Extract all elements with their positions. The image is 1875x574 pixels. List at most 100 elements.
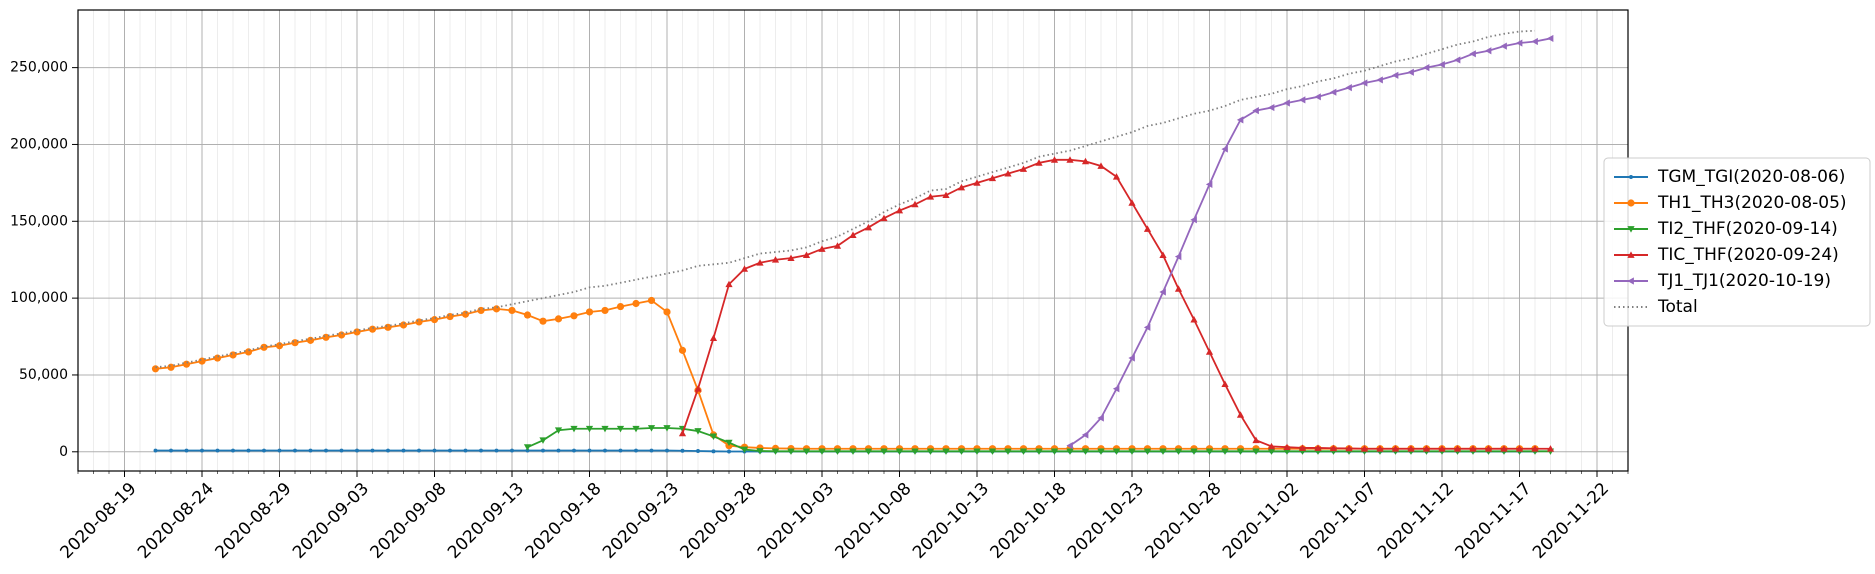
data-point xyxy=(926,448,935,455)
data-point xyxy=(1376,76,1383,84)
data-point xyxy=(1267,103,1275,112)
data-point xyxy=(849,448,857,455)
data-point xyxy=(1066,448,1074,455)
data-point xyxy=(541,448,545,453)
data-point xyxy=(417,448,421,453)
data-point xyxy=(1453,56,1461,64)
data-point xyxy=(895,206,904,214)
data-point xyxy=(1438,445,1446,452)
data-point xyxy=(1190,448,1198,455)
legend-item: Total xyxy=(1614,297,1698,317)
minor-gridlines xyxy=(77,10,1629,474)
data-point xyxy=(523,444,532,451)
legend-label: TIC_THF(2020-09-24) xyxy=(1657,245,1839,265)
data-point xyxy=(1469,50,1476,58)
data-point xyxy=(1252,436,1260,444)
data-point xyxy=(864,448,873,455)
data-point xyxy=(401,448,406,453)
data-point xyxy=(337,331,346,339)
data-point xyxy=(1422,445,1431,452)
data-point xyxy=(1546,34,1554,43)
data-point xyxy=(1221,380,1229,388)
legend-item: TI2_THF(2020-09-14) xyxy=(1614,219,1838,239)
data-point xyxy=(1500,445,1508,452)
data-point xyxy=(587,448,592,453)
data-point xyxy=(603,448,607,453)
data-point xyxy=(1267,448,1276,455)
y-tick-label: 250,000 xyxy=(10,60,68,76)
data-point xyxy=(725,280,733,288)
data-point xyxy=(508,306,516,315)
data-point xyxy=(601,306,609,315)
data-point xyxy=(1159,448,1167,455)
data-point xyxy=(1236,448,1245,455)
data-point xyxy=(1391,71,1399,79)
data-point xyxy=(554,427,563,434)
data-point xyxy=(448,448,452,453)
data-point xyxy=(1627,251,1635,258)
data-point xyxy=(926,193,935,200)
y-tick-label: 200,000 xyxy=(10,136,68,152)
legend-label: Total xyxy=(1657,297,1698,317)
data-point xyxy=(1627,277,1634,285)
data-point xyxy=(1190,216,1197,224)
data-point xyxy=(1159,288,1166,296)
data-point xyxy=(1314,93,1321,101)
data-point xyxy=(849,231,857,239)
data-point xyxy=(1174,448,1183,455)
data-point xyxy=(277,448,282,453)
data-point xyxy=(1128,448,1136,455)
data-point xyxy=(957,448,966,455)
data-point xyxy=(461,310,470,318)
data-point xyxy=(818,245,826,252)
data-point xyxy=(1484,445,1493,452)
data-point xyxy=(911,448,919,455)
data-point xyxy=(601,425,609,433)
data-point xyxy=(1329,444,1338,452)
data-point xyxy=(585,425,594,433)
data-point xyxy=(911,200,919,208)
data-point xyxy=(696,449,700,454)
data-point xyxy=(880,448,888,455)
data-point xyxy=(510,448,514,453)
data-point xyxy=(649,448,654,453)
data-point xyxy=(539,437,547,444)
y-axis: 0 50,000 100,000 150,000 200,000 250,000 xyxy=(10,60,78,460)
data-point xyxy=(1097,448,1105,455)
data-point xyxy=(570,312,578,320)
data-point xyxy=(399,321,408,329)
data-point xyxy=(432,448,437,453)
data-point xyxy=(740,265,749,272)
data-point xyxy=(1190,316,1198,323)
data-point xyxy=(709,433,718,441)
data-point xyxy=(787,448,795,455)
data-point xyxy=(616,302,625,311)
legend-label: TJ1_TJ1(2020-10-19) xyxy=(1657,271,1831,291)
data-point xyxy=(632,425,640,433)
y-tick-label: 0 xyxy=(59,444,68,460)
legend-box xyxy=(1603,157,1871,327)
data-point xyxy=(1345,84,1352,92)
data-point xyxy=(678,429,687,437)
data-point xyxy=(1205,348,1214,355)
data-point xyxy=(308,448,313,453)
data-point xyxy=(1205,448,1214,455)
data-point xyxy=(663,308,671,316)
data-point xyxy=(523,311,532,319)
data-point xyxy=(1329,88,1337,96)
data-point xyxy=(1469,445,1477,452)
data-point xyxy=(1019,448,1028,455)
data-point xyxy=(1035,448,1043,455)
data-point xyxy=(1283,448,1291,455)
data-point xyxy=(539,317,547,325)
data-point xyxy=(244,348,253,356)
data-point xyxy=(1376,445,1384,452)
data-point xyxy=(430,316,439,324)
data-point xyxy=(895,448,904,455)
data-point xyxy=(556,448,561,453)
data-point xyxy=(1531,37,1538,46)
data-point xyxy=(231,448,235,453)
data-point xyxy=(1143,448,1152,455)
